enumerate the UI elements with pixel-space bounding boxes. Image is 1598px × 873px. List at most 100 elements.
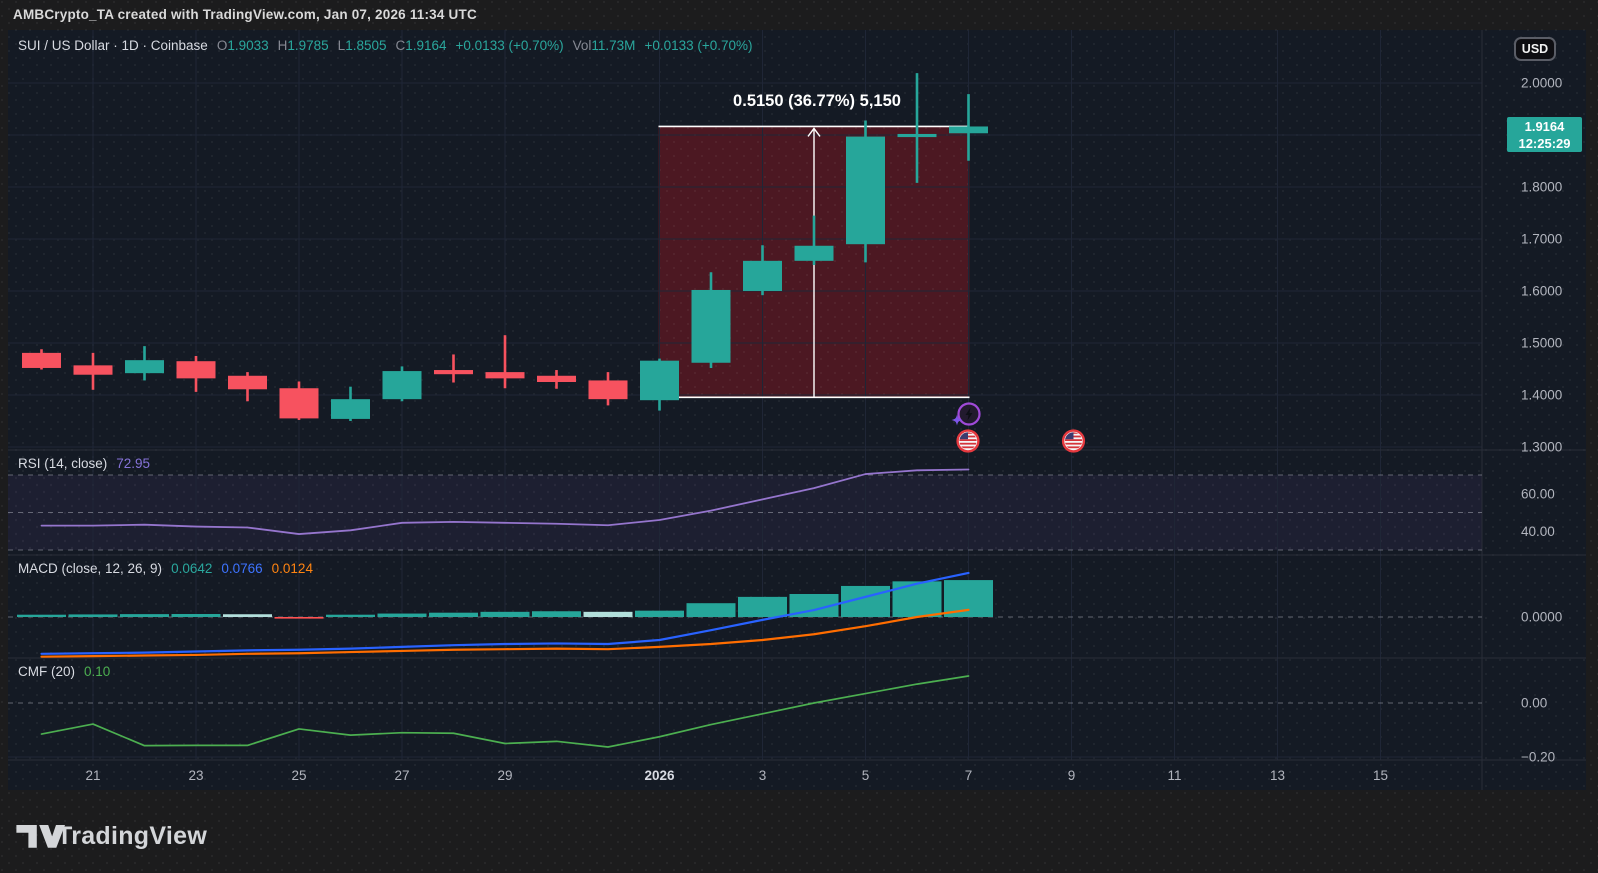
time-axis-label: 7 (965, 768, 973, 783)
macd-hist-bar (635, 610, 684, 617)
macd-hist-bar (892, 581, 942, 617)
header-watermark: AMBCrypto_TA created with TradingView.co… (13, 7, 477, 22)
tradingview-logo-icon (16, 825, 65, 848)
macd-hist-bar (120, 614, 169, 617)
macd-hist-bar (686, 603, 736, 617)
candle-body (485, 372, 525, 379)
cmf-label[interactable]: CMF (20) (18, 664, 75, 679)
candle-body (640, 360, 679, 401)
candle[interactable] (588, 372, 628, 406)
symbol-title[interactable]: SUI / US Dollar · 1D · Coinbase (18, 38, 208, 53)
candle-body (588, 380, 628, 400)
candle[interactable] (73, 352, 113, 390)
ohlc-close: C1.9164 (395, 38, 447, 53)
volume-change: +0.0133 (+0.70%) (644, 38, 753, 53)
macd-hist-bar (583, 611, 633, 617)
bar-countdown: 12:25:29 (1518, 136, 1571, 151)
candle-body (743, 260, 782, 291)
flag-stripe (1064, 439, 1083, 441)
price-change: +0.0133 (+0.70%) (455, 38, 564, 53)
time-axis-label: 9 (1068, 768, 1076, 783)
candle-body (176, 361, 216, 379)
candle-body (73, 365, 113, 375)
price-axis-label: 1.6000 (1521, 284, 1562, 299)
rsi-label[interactable]: RSI (14, close) (18, 456, 108, 471)
macd-hist-bar (68, 614, 118, 617)
candle-body (949, 126, 988, 134)
candle-body (279, 388, 319, 419)
rsi-legend[interactable]: RSI (14, close) 72.95 (18, 456, 150, 471)
candle[interactable] (794, 215, 834, 265)
measure-arrow-up-icon (807, 127, 821, 137)
macd-hist-bar (738, 596, 787, 617)
macd-hist-bar (480, 611, 530, 617)
candle-body (22, 352, 61, 368)
macd-legend[interactable]: MACD (close, 12, 26, 9) 0.0642 0.0766 0.… (18, 561, 313, 576)
macd-hist-bar (223, 614, 272, 617)
price-axis-label: 1.4000 (1521, 388, 1562, 403)
candle[interactable] (485, 335, 525, 389)
measure-tool-label: 0.5150 (36.77%) 5,150 (733, 92, 901, 110)
candle[interactable] (897, 73, 937, 183)
tradingview-brand-text: TradingView (57, 822, 208, 850)
candle-body (331, 399, 370, 419)
candle[interactable] (949, 94, 988, 161)
candle[interactable] (434, 354, 473, 383)
candle-body (691, 289, 731, 363)
price-axis-label: 1.5000 (1521, 336, 1562, 351)
candle[interactable] (22, 349, 61, 370)
ohlc-low: L1.8505 (337, 38, 387, 53)
flag-stripe (1064, 442, 1083, 445)
candle[interactable] (537, 370, 576, 389)
flag-face (959, 432, 977, 449)
time-axis-label: 25 (291, 768, 306, 783)
price-axis-label: 1.3000 (1521, 440, 1562, 455)
currency-toggle-button[interactable]: USD (1514, 37, 1556, 61)
cmf-axis-label: 0.00 (1521, 696, 1547, 711)
candle[interactable] (640, 358, 679, 411)
candle[interactable] (279, 381, 319, 420)
flag-face (1064, 432, 1083, 449)
cmf-axis-label: −0.20 (1521, 750, 1555, 765)
macd-hist-bar (429, 612, 478, 617)
symbol-legend[interactable]: SUI / US Dollar · 1D · Coinbase O1.9033 … (18, 38, 753, 53)
rsi-axis-label: 40.00 (1521, 524, 1555, 539)
us-flag-event-icon[interactable] (956, 429, 980, 453)
macd-hist-bar (17, 614, 66, 617)
candle-body (537, 375, 576, 382)
candle-body (125, 360, 164, 374)
ai-spark-event-icon[interactable] (951, 402, 981, 426)
time-axis-label: 27 (394, 768, 409, 783)
macd-signal-value: 0.0124 (271, 561, 313, 576)
candle-body (897, 133, 937, 138)
candle-body (846, 136, 885, 245)
candle[interactable] (176, 356, 216, 392)
cmf-legend[interactable]: CMF (20) 0.10 (18, 664, 110, 679)
cmf-line (40, 675, 970, 748)
macd-line (40, 571, 970, 655)
time-axis-label: 15 (1373, 768, 1388, 783)
candle-body (228, 375, 267, 390)
us-flag-event-icon[interactable] (1061, 429, 1086, 453)
candle[interactable] (846, 120, 885, 263)
macd-hist-bar (326, 614, 375, 617)
candle[interactable] (125, 346, 164, 381)
price-axis-label: 1.8000 (1521, 180, 1562, 195)
candle[interactable] (691, 272, 731, 368)
flag-canton (1064, 432, 1074, 440)
flag-stripe (959, 439, 977, 441)
last-price-badge: 1.9164 12:25:29 (1507, 117, 1582, 152)
time-axis-label: 21 (85, 768, 100, 783)
candle[interactable] (228, 372, 267, 402)
macd-line-value: 0.0766 (221, 561, 263, 576)
macd-label[interactable]: MACD (close, 12, 26, 9) (18, 561, 163, 576)
candle[interactable] (743, 245, 782, 296)
last-price: 1.9164 (1524, 119, 1565, 134)
price-axis-label: 1.7000 (1521, 232, 1562, 247)
volume: Vol11.73M (572, 38, 636, 53)
candle[interactable] (382, 366, 422, 402)
candle[interactable] (331, 386, 370, 421)
lightning-bolt-icon (965, 407, 973, 421)
rsi-axis-label: 60.00 (1521, 486, 1555, 501)
